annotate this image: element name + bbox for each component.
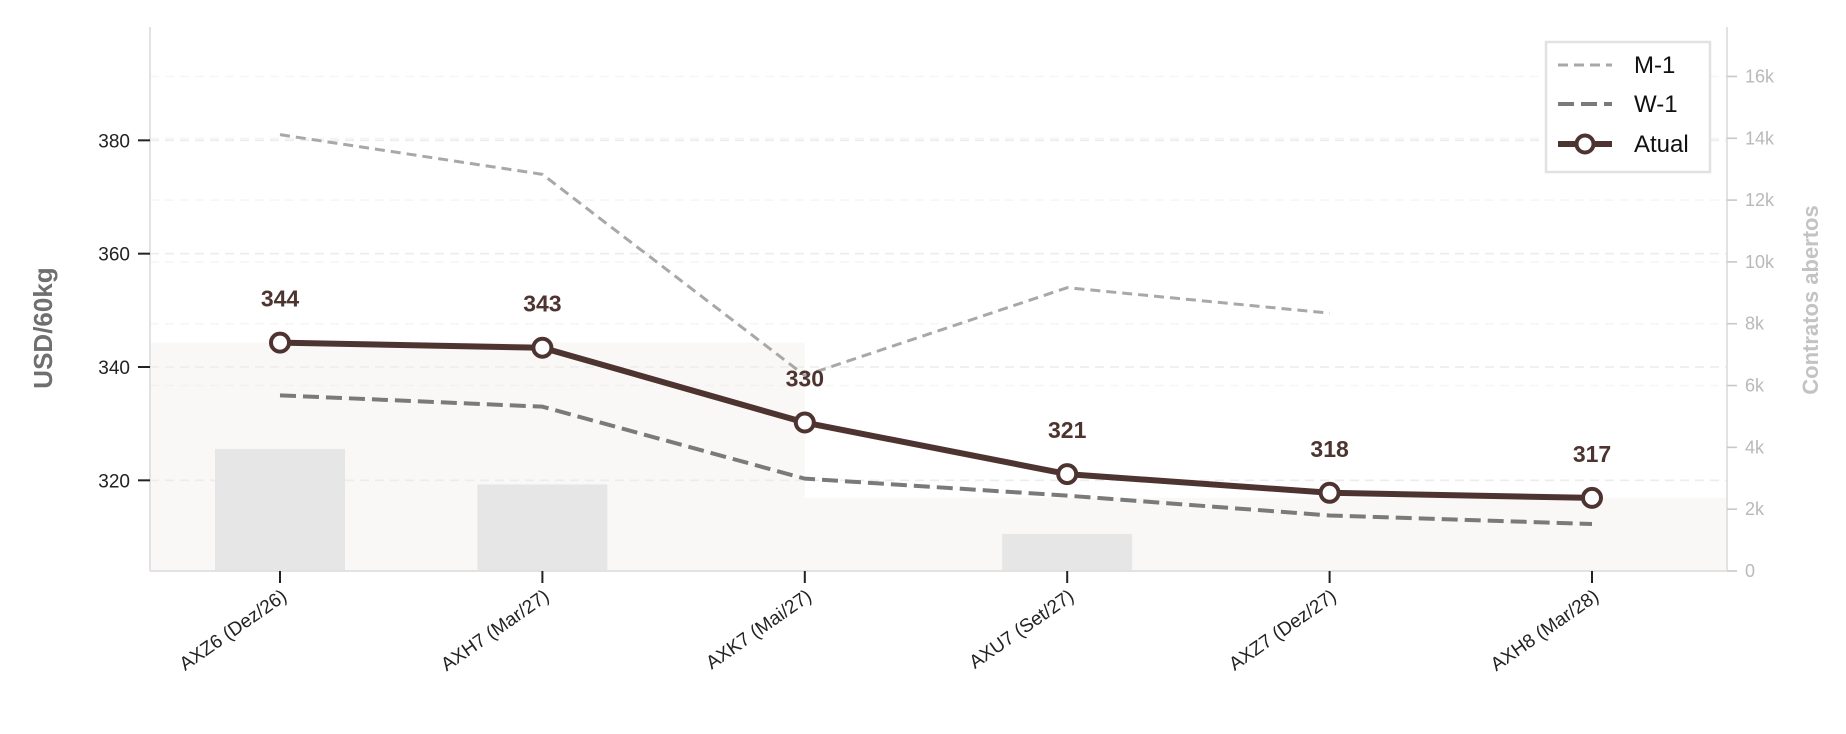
xtick-label-0: AXZ6 (Dez/26) — [176, 586, 291, 675]
legend-label-m1: M-1 — [1634, 52, 1675, 79]
x-axis-ticks: AXZ6 (Dez/26) AXH7 (Mar/27) AXK7 (Mai/27) A… — [176, 571, 1603, 676]
ytick-r-label-4: 8k — [1745, 314, 1765, 334]
legend-marker-atual — [1574, 133, 1596, 155]
ytick-r-label-6: 12k — [1745, 190, 1775, 210]
ytick-r-label-5: 10k — [1745, 252, 1775, 272]
data-label-0: 344 — [261, 286, 300, 312]
ytick-r-label-1: 2k — [1745, 499, 1765, 519]
band-area — [150, 342, 1727, 571]
price-band — [150, 342, 1727, 571]
legend: M-1 W-1 Atual — [1544, 40, 1712, 174]
gridlines — [150, 75, 1727, 482]
xtick-label-3: AXU7 (Set/27) — [966, 586, 1078, 673]
atual-marker-4 — [1318, 481, 1341, 504]
legend-label-w1: W-1 — [1634, 91, 1678, 118]
right-axis-ticks: 0 2k 4k 6k 8k 10k 12k 14k 16k — [1727, 66, 1775, 581]
bar-1 — [477, 484, 608, 571]
ytick-r-label-3: 6k — [1745, 376, 1765, 396]
data-label-3: 321 — [1048, 417, 1087, 443]
xtick-label-2: AXK7 (Mai/27) — [702, 586, 815, 674]
atual-marker-3 — [1056, 463, 1079, 486]
data-label-2: 330 — [786, 366, 824, 392]
y-axis-label: USD/60kg — [28, 267, 58, 388]
ytick-label-0: 320 — [98, 471, 130, 492]
ytick-r-label-7: 14k — [1745, 128, 1775, 148]
atual-marker-1 — [531, 336, 554, 359]
xtick-label-1: AXH7 (Mar/27) — [437, 586, 553, 676]
open-contracts-bars — [215, 448, 1133, 571]
ytick-label-2: 360 — [98, 245, 130, 266]
series-line-m-1 — [279, 133, 1330, 377]
bar-3 — [1002, 533, 1133, 571]
ytick-r-label-8: 16k — [1745, 66, 1775, 86]
atual-marker-5 — [1581, 486, 1603, 509]
data-label-5: 317 — [1573, 441, 1611, 467]
left-axis-ticks: 320 340 360 380 — [98, 131, 150, 492]
atual-markers — [269, 331, 1603, 509]
bar-0 — [215, 448, 345, 571]
y-axis-label-right: Contratos abertos — [1798, 205, 1823, 394]
xtick-label-5: AXH8 (Mar/28) — [1487, 586, 1603, 676]
atual-marker-0 — [269, 331, 291, 354]
xtick-label-4: AXZ7 (Dez/27) — [1225, 586, 1340, 675]
data-label-1: 343 — [523, 291, 561, 317]
data-label-4: 318 — [1310, 436, 1349, 462]
atual-marker-2 — [793, 411, 816, 434]
ytick-label-1: 340 — [98, 358, 130, 379]
ytick-label-3: 380 — [98, 131, 130, 152]
ytick-r-label-2: 4k — [1745, 437, 1765, 457]
legend-frame — [1544, 40, 1712, 174]
data-labels: 344 343 330 321 318 317 — [261, 286, 1611, 467]
ytick-r-label-0: 0 — [1745, 561, 1755, 581]
series-line-w-1 — [279, 393, 1593, 526]
series-line-atual — [279, 339, 1593, 501]
series-lines — [279, 133, 1593, 526]
legend-label-atual: Atual — [1634, 131, 1689, 158]
